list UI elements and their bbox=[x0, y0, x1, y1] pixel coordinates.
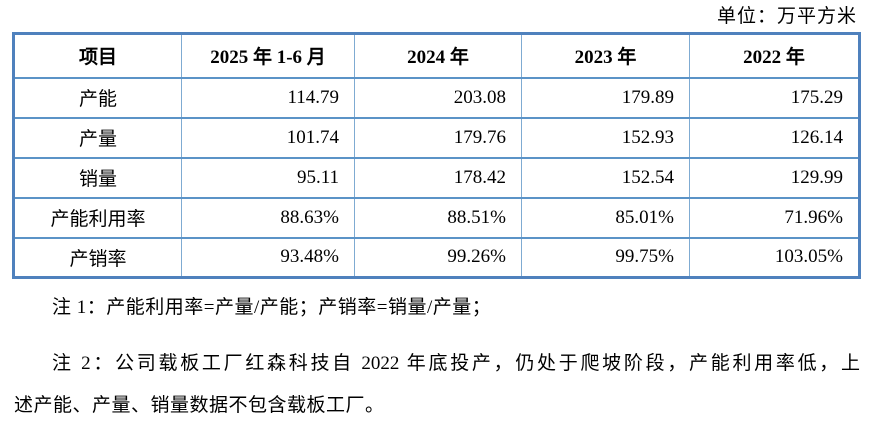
row-label-production-sales-ratio: 产销率 bbox=[13, 236, 182, 279]
value-cell: 99.26% bbox=[354, 236, 522, 279]
value-cell: 101.74 bbox=[181, 116, 355, 159]
value-cell: 152.93 bbox=[521, 116, 690, 159]
header-cell-item: 项目 bbox=[13, 32, 182, 79]
table-row-production-sales-ratio: 产销率 93.48% 99.26% 99.75% 103.05% bbox=[13, 236, 860, 279]
value-cell: 88.63% bbox=[181, 196, 355, 239]
row-label-capacity: 产能 bbox=[13, 76, 182, 119]
value-cell: 93.48% bbox=[181, 236, 355, 279]
unit-label: 单位：万平方米 bbox=[716, 6, 857, 27]
value-cell: 152.54 bbox=[521, 156, 690, 199]
footnote-2: 注 2：公司载板工厂红森科技自 2022 年底投产，仍处于爬坡阶段，产能利用率低… bbox=[14, 343, 860, 425]
value-cell: 71.96% bbox=[689, 196, 860, 239]
row-label-output: 产量 bbox=[13, 116, 182, 159]
table-row-sales-volume: 销量 95.11 178.42 152.54 129.99 bbox=[13, 156, 860, 199]
row-label-sales-volume: 销量 bbox=[13, 156, 182, 199]
table-header-row: 项目 2025 年 1-6 月 2024 年 2023 年 2022 年 bbox=[13, 32, 860, 79]
value-cell: 88.51% bbox=[354, 196, 522, 239]
value-cell: 175.29 bbox=[689, 76, 860, 119]
table-row-output: 产量 101.74 179.76 152.93 126.14 bbox=[13, 116, 860, 159]
capacity-production-sales-table: 项目 2025 年 1-6 月 2024 年 2023 年 2022 年 产能 … bbox=[12, 32, 861, 279]
header-cell-2023: 2023 年 bbox=[521, 32, 690, 79]
footnotes: 注 1：产能利用率=产量/产能；产销率=销量/产量； 注 2：公司载板工厂红森科… bbox=[0, 295, 875, 425]
value-cell: 179.89 bbox=[521, 76, 690, 119]
value-cell: 179.76 bbox=[354, 116, 522, 159]
value-cell: 114.79 bbox=[181, 76, 355, 119]
footnote-2-line-2: 述产能、产量、销量数据不包含载板工厂。 bbox=[14, 395, 385, 416]
row-label-capacity-utilization: 产能利用率 bbox=[13, 196, 182, 239]
table-row-capacity-utilization: 产能利用率 88.63% 88.51% 85.01% 71.96% bbox=[13, 196, 860, 239]
value-cell: 85.01% bbox=[521, 196, 690, 239]
header-cell-2025h1: 2025 年 1-6 月 bbox=[181, 32, 355, 79]
value-cell: 95.11 bbox=[181, 156, 355, 199]
value-cell: 103.05% bbox=[689, 236, 860, 279]
value-cell: 203.08 bbox=[354, 76, 522, 119]
table-row-capacity: 产能 114.79 203.08 179.89 175.29 bbox=[13, 76, 860, 119]
footnote-2-line-1: 注 2：公司载板工厂红森科技自 2022 年底投产，仍处于爬坡阶段，产能利用率低… bbox=[52, 353, 860, 374]
value-cell: 99.75% bbox=[521, 236, 690, 279]
value-cell: 129.99 bbox=[689, 156, 860, 199]
header-cell-2022: 2022 年 bbox=[689, 32, 860, 79]
header-cell-2024: 2024 年 bbox=[354, 32, 522, 79]
footnote-1: 注 1：产能利用率=产量/产能；产销率=销量/产量； bbox=[52, 297, 492, 318]
value-cell: 178.42 bbox=[354, 156, 522, 199]
value-cell: 126.14 bbox=[689, 116, 860, 159]
